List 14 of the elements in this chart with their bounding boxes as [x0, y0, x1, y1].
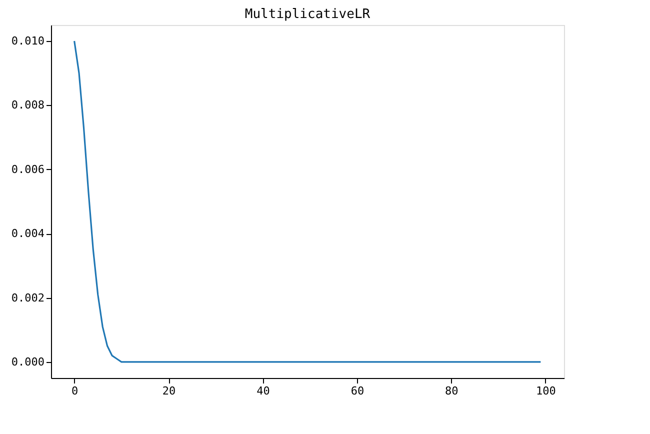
y-tick-label: 0.002 — [11, 291, 44, 304]
y-tick-label: 0.004 — [11, 227, 45, 240]
chart-title: MultiplicativeLR — [244, 7, 370, 22]
line-series — [74, 40, 542, 363]
y-tick-label: 0.010 — [11, 34, 44, 48]
x-tick-label: 20 — [162, 384, 176, 398]
y-tick-label: 0.006 — [11, 162, 44, 176]
x-tick-label: 0 — [72, 384, 78, 398]
x-tick-label: 40 — [256, 384, 270, 398]
x-tick-label: 100 — [536, 384, 556, 398]
y-tick-label: 0.000 — [11, 355, 44, 368]
y-tick-label: 0.008 — [11, 98, 44, 112]
x-tick-label: 60 — [350, 384, 364, 398]
x-tick-label: 80 — [445, 384, 458, 398]
